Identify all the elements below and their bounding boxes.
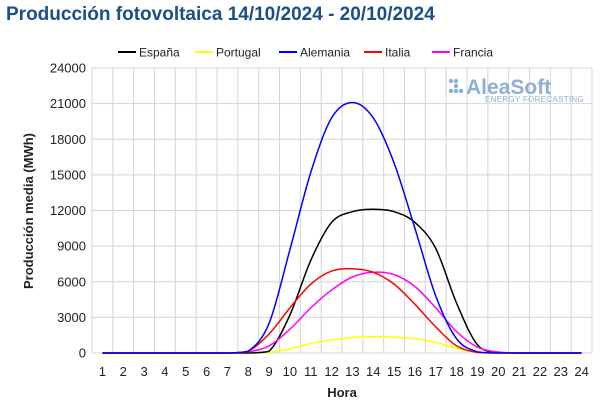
legend: España Portugal Alemania Italia Francia: [118, 46, 493, 60]
legend-label: Italia: [385, 46, 411, 60]
x-tick-label: 16: [408, 364, 422, 379]
chart-title: Producción fotovoltaica 14/10/2024 - 20/…: [6, 4, 435, 25]
x-tick-labels: 1 2 3 4 5 6 7 8 9 10 11 12 13 14 15 16 17 18 19 20 21 22 23 24: [99, 364, 589, 379]
y-tick-label: 15000: [50, 167, 86, 182]
y-tick-label: 6000: [57, 274, 86, 289]
x-tick-label: 2: [120, 364, 127, 379]
x-tick-label: 10: [283, 364, 297, 379]
x-axis-title: Hora: [327, 385, 357, 400]
x-tick-label: 19: [470, 364, 484, 379]
brand-logo-icon: [448, 78, 464, 94]
grid-lines: [91, 67, 593, 354]
brand-watermark: AleaSoft ENERGY FORECASTING: [448, 76, 584, 104]
x-tick-label: 5: [182, 364, 189, 379]
brand-name: AleaSoft: [466, 76, 551, 99]
x-tick-label: 24: [574, 364, 588, 379]
y-tick-label: 21000: [50, 96, 86, 111]
x-tick-label: 15: [387, 364, 401, 379]
x-tick-label: 3: [140, 364, 147, 379]
x-tick-label: 17: [429, 364, 443, 379]
y-tick-label: 0: [79, 346, 86, 361]
x-tick-label: 7: [224, 364, 231, 379]
x-tick-label: 23: [554, 364, 568, 379]
x-tick-label: 4: [161, 364, 168, 379]
x-tick-label: 13: [345, 364, 359, 379]
brand-tagline: ENERGY FORECASTING: [485, 95, 584, 104]
x-tick-label: 14: [366, 364, 380, 379]
y-tick-label: 3000: [57, 310, 86, 325]
legend-label: Alemania: [300, 46, 350, 60]
y-axis-title: Producción media (MWh): [21, 133, 36, 289]
x-tick-label: 11: [304, 364, 318, 379]
x-tick-label: 22: [533, 364, 547, 379]
x-tick-label: 6: [203, 364, 210, 379]
x-tick-label: 9: [265, 364, 272, 379]
legend-label: España: [139, 46, 180, 60]
x-tick-label: 8: [245, 364, 252, 379]
x-tick-label: 18: [449, 364, 463, 379]
x-tick-label: 20: [491, 364, 505, 379]
y-tick-label: 12000: [50, 203, 86, 218]
legend-label: Francia: [453, 46, 493, 60]
series-lines: [102, 101, 582, 354]
series-line: [102, 101, 582, 354]
y-tick-label: 9000: [57, 239, 86, 254]
y-tick-label: 24000: [50, 61, 86, 76]
x-tick-label: 1: [99, 364, 106, 379]
legend-label: Portugal: [216, 46, 261, 60]
x-tick-label: 12: [324, 364, 338, 379]
y-tick-label: 18000: [50, 132, 86, 147]
y-tick-labels: 0 3000 6000 9000 12000 15000 18000 21000 24000: [50, 61, 86, 361]
x-tick-label: 21: [512, 364, 526, 379]
